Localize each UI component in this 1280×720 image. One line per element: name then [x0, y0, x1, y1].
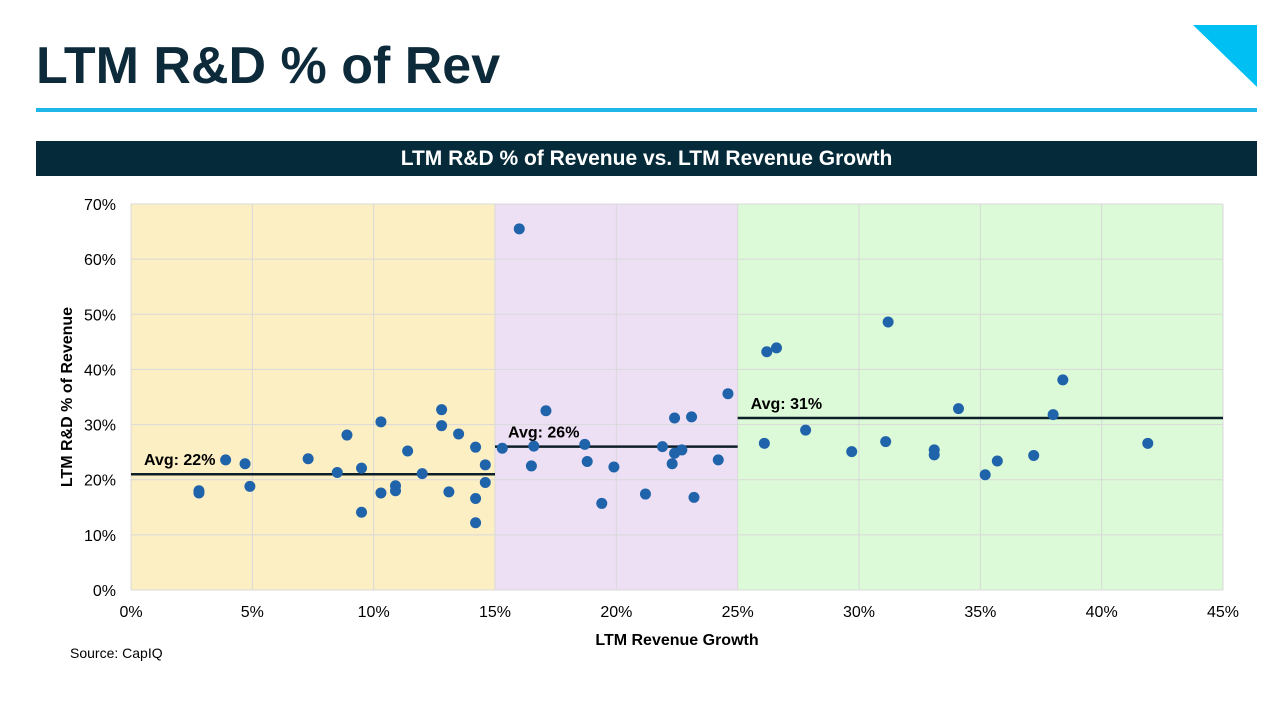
average-lines: Avg: 22% Avg: 26% Avg: 31%: [131, 396, 1223, 476]
x-tick-label: 20%: [600, 604, 632, 621]
y-axis-title: LTM R&D % of Revenue: [59, 307, 76, 487]
data-point: [722, 388, 734, 400]
data-point: [669, 412, 681, 424]
data-point: [443, 486, 455, 498]
data-point: [525, 460, 537, 472]
data-point: [356, 462, 368, 474]
data-point: [302, 453, 314, 465]
x-tick-label: 30%: [843, 604, 875, 621]
y-tick-label: 50%: [84, 307, 116, 324]
data-points: [193, 223, 1154, 529]
y-tick-label: 10%: [84, 528, 116, 545]
y-tick-label: 20%: [84, 473, 116, 490]
data-point: [1028, 449, 1040, 461]
data-point: [1057, 374, 1069, 386]
chart-title: LTM R&D % of Revenue vs. LTM Revenue Gro…: [36, 141, 1257, 176]
data-point: [513, 223, 525, 235]
data-point: [479, 459, 491, 471]
data-point: [686, 411, 698, 423]
x-tick-label: 25%: [722, 604, 754, 621]
average-label: Avg: 22%: [144, 452, 215, 469]
data-point: [220, 454, 232, 466]
data-point: [991, 455, 1003, 467]
data-point: [882, 316, 894, 328]
data-point: [356, 506, 368, 518]
grid-layer: [130, 203, 1224, 591]
data-point: [952, 403, 964, 415]
data-point: [579, 438, 591, 450]
data-point: [1142, 437, 1154, 449]
data-point: [402, 445, 414, 457]
data-point: [581, 456, 593, 468]
y-tick-label: 0%: [93, 583, 116, 600]
data-point: [979, 469, 991, 481]
x-tick-label: 35%: [964, 604, 996, 621]
data-point: [244, 480, 256, 492]
data-point: [761, 346, 773, 358]
y-tick-label: 60%: [84, 252, 116, 269]
data-point: [608, 461, 620, 473]
data-point: [239, 458, 251, 470]
average-label: Avg: 26%: [508, 425, 579, 442]
y-tick-label: 40%: [84, 362, 116, 379]
x-tick-label: 40%: [1086, 604, 1118, 621]
x-tick-label: 15%: [479, 604, 511, 621]
data-point: [479, 476, 491, 488]
data-point: [375, 416, 387, 428]
data-point: [341, 429, 353, 441]
data-point: [758, 437, 770, 449]
data-point: [880, 436, 892, 448]
x-tick-label: 0%: [119, 604, 142, 621]
data-point: [666, 458, 678, 470]
data-point: [390, 485, 402, 497]
data-point: [928, 449, 940, 461]
data-point: [375, 487, 387, 499]
data-point: [596, 497, 608, 509]
data-point: [470, 492, 482, 504]
data-point: [453, 428, 465, 440]
x-axis-title: LTM Revenue Growth: [595, 632, 758, 649]
data-point: [470, 441, 482, 453]
y-tick-label: 70%: [84, 197, 116, 214]
band-layer: [131, 204, 1223, 590]
data-point: [528, 440, 540, 452]
data-point: [496, 442, 508, 454]
data-point: [846, 446, 858, 458]
data-point: [770, 342, 782, 354]
data-point: [1047, 409, 1059, 421]
data-point: [676, 444, 688, 456]
data-point: [331, 467, 343, 479]
data-point: [800, 424, 812, 436]
y-tick-labels: 0% 10% 20% 30% 40% 50% 60% 70%: [84, 197, 116, 600]
x-tick-labels: 0% 5% 10% 15% 20% 25% 30% 35% 40% 45%: [119, 604, 1239, 621]
data-point: [656, 441, 668, 453]
x-tick-label: 45%: [1207, 604, 1239, 621]
data-point: [436, 404, 448, 416]
x-tick-label: 5%: [241, 604, 264, 621]
data-point: [193, 487, 205, 499]
data-point: [540, 405, 552, 417]
data-point: [436, 420, 448, 432]
data-point: [712, 454, 724, 466]
data-point: [470, 517, 482, 529]
page-title: LTM R&D % of Rev: [36, 37, 501, 95]
source-note: Source: CapIQ: [70, 645, 163, 661]
y-tick-label: 30%: [84, 418, 116, 435]
average-label: Avg: 31%: [751, 396, 822, 413]
x-tick-label: 10%: [358, 604, 390, 621]
data-point: [639, 488, 651, 500]
data-point: [688, 491, 700, 503]
corner-triangle-icon: [1193, 25, 1257, 87]
band-1: [131, 204, 495, 590]
data-point: [416, 468, 428, 480]
title-divider: [36, 108, 1257, 112]
